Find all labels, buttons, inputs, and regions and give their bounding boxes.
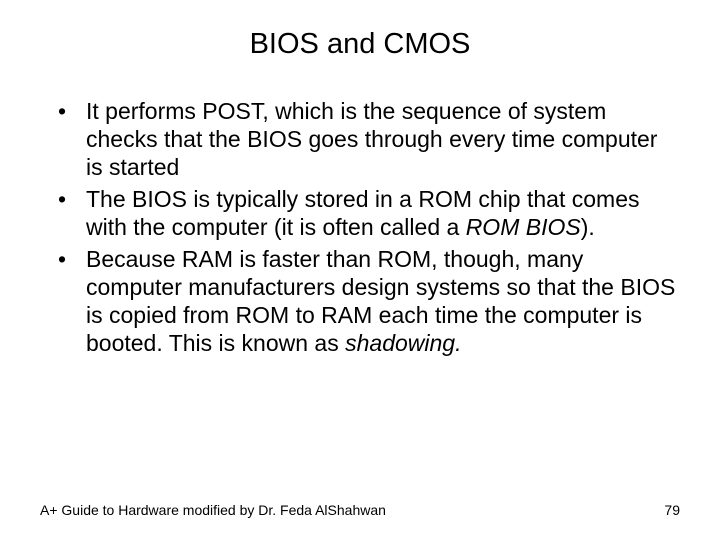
- list-item: Because RAM is faster than ROM, though, …: [58, 245, 680, 357]
- bullet-text-italic: shadowing.: [345, 330, 461, 356]
- footer: A+ Guide to Hardware modified by Dr. Fed…: [40, 502, 680, 518]
- footer-source: A+ Guide to Hardware modified by Dr. Fed…: [40, 502, 386, 518]
- bullet-text-italic: ROM BIOS: [466, 214, 581, 240]
- page-number: 79: [664, 502, 680, 518]
- bullet-text-suffix: ).: [581, 214, 595, 240]
- bullet-text: It performs POST, which is the sequence …: [86, 98, 657, 180]
- list-item: It performs POST, which is the sequence …: [58, 97, 680, 181]
- list-item: The BIOS is typically stored in a ROM ch…: [58, 185, 680, 241]
- slide-title: BIOS and CMOS: [40, 28, 680, 61]
- bullet-list: It performs POST, which is the sequence …: [40, 97, 680, 357]
